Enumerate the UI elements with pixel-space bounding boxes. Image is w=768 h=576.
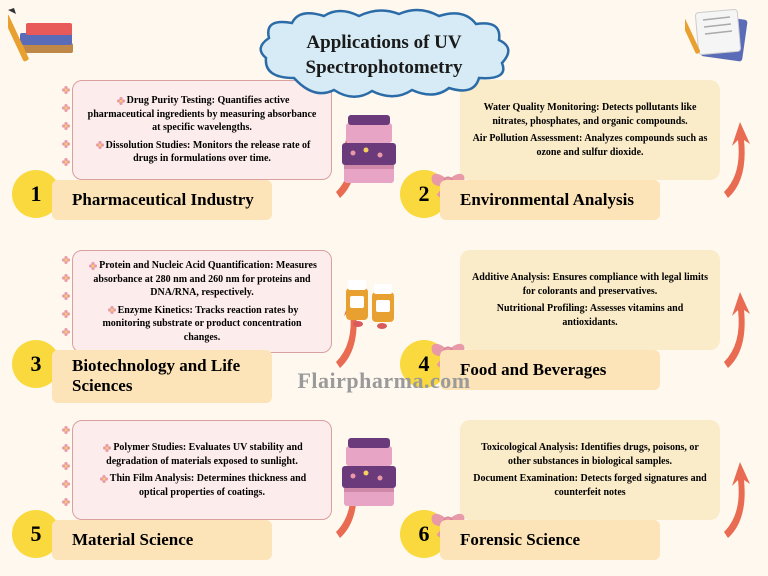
- title-cloud: Applications of UV Spectrophotometry: [254, 8, 514, 103]
- flower-bullet-icon: [62, 86, 70, 94]
- watermark-text: Flairpharma.com: [297, 368, 470, 394]
- desc-line: Enzyme Kinetics: Tracks reaction rates b…: [85, 304, 319, 345]
- desc-line: Polymer Studies: Evaluates UV stability …: [85, 441, 319, 468]
- desc-line: Water Quality Monitoring: Detects pollut…: [472, 101, 708, 128]
- flower-bullet-icon: [96, 141, 104, 149]
- flower-column: [60, 426, 72, 506]
- flower-column: [60, 256, 72, 336]
- book-stack-icon-2: [338, 438, 400, 513]
- desc-box: Polymer Studies: Evaluates UV stability …: [72, 420, 332, 520]
- flower-bullet-icon: [62, 140, 70, 148]
- flower-bullet-icon: [117, 97, 125, 105]
- desc-box: Protein and Nucleic Acid Quantification:…: [72, 250, 332, 353]
- flower-bullet-icon: [62, 328, 70, 336]
- curved-arrow-icon: [718, 450, 752, 540]
- desc-line: Air Pollution Assessment: Analyzes compo…: [472, 132, 708, 159]
- desc-line: Dissolution Studies: Monitors the releas…: [85, 139, 319, 166]
- desc-box: Toxicological Analysis: Identifies drugs…: [460, 420, 720, 520]
- flower-bullet-icon: [108, 306, 116, 314]
- arrow: [718, 280, 752, 370]
- arrow: [718, 450, 752, 540]
- flower-bullet-icon: [62, 310, 70, 318]
- section-label: Environmental Analysis: [440, 180, 660, 220]
- desc-line: Protein and Nucleic Acid Quantification:…: [85, 259, 319, 300]
- curved-arrow-icon: [718, 110, 752, 200]
- flower-bullet-icon: [62, 292, 70, 300]
- section-5: Polymer Studies: Evaluates UV stability …: [12, 420, 372, 575]
- desc-line: Toxicological Analysis: Identifies drugs…: [472, 441, 708, 468]
- desc-line: Nutritional Profiling: Assesses vitamins…: [472, 302, 708, 329]
- page-title: Applications of UV Spectrophotometry: [254, 31, 514, 80]
- flower-bullet-icon: [62, 444, 70, 452]
- pill-bottles-icon: [340, 270, 400, 330]
- section-label: Food and Beverages: [440, 350, 660, 390]
- flower-bullet-icon: [62, 426, 70, 434]
- books-pencil-icon: [8, 8, 88, 73]
- arrow: [718, 110, 752, 200]
- papers-pencil-icon: [685, 5, 760, 65]
- flower-column: [60, 86, 72, 166]
- flower-bullet-icon: [62, 158, 70, 166]
- flower-bullet-icon: [62, 104, 70, 112]
- flower-bullet-icon: [100, 475, 108, 483]
- flower-bullet-icon: [89, 262, 97, 270]
- section-label: Forensic Science: [440, 520, 660, 560]
- flower-bullet-icon: [103, 444, 111, 452]
- flower-bullet-icon: [62, 498, 70, 506]
- flower-bullet-icon: [62, 274, 70, 282]
- section-2: Water Quality Monitoring: Detects pollut…: [400, 80, 760, 235]
- section-label: Biotechnology and Life Sciences: [52, 350, 272, 403]
- flower-bullet-icon: [62, 462, 70, 470]
- desc-line: Document Examination: Detects forged sig…: [472, 472, 708, 499]
- desc-line: Additive Analysis: Ensures compliance wi…: [472, 271, 708, 298]
- desc-box: Additive Analysis: Ensures compliance wi…: [460, 250, 720, 350]
- flower-bullet-icon: [62, 122, 70, 130]
- section-label: Pharmaceutical Industry: [52, 180, 272, 220]
- curved-arrow-icon: [718, 280, 752, 370]
- section-6: Toxicological Analysis: Identifies drugs…: [400, 420, 760, 575]
- section-label: Material Science: [52, 520, 272, 560]
- flower-bullet-icon: [62, 480, 70, 488]
- section-1: Drug Purity Testing: Quantifies active p…: [12, 80, 372, 235]
- book-stack-icon: [338, 115, 400, 190]
- desc-line: Thin Film Analysis: Determines thickness…: [85, 472, 319, 499]
- flower-bullet-icon: [62, 256, 70, 264]
